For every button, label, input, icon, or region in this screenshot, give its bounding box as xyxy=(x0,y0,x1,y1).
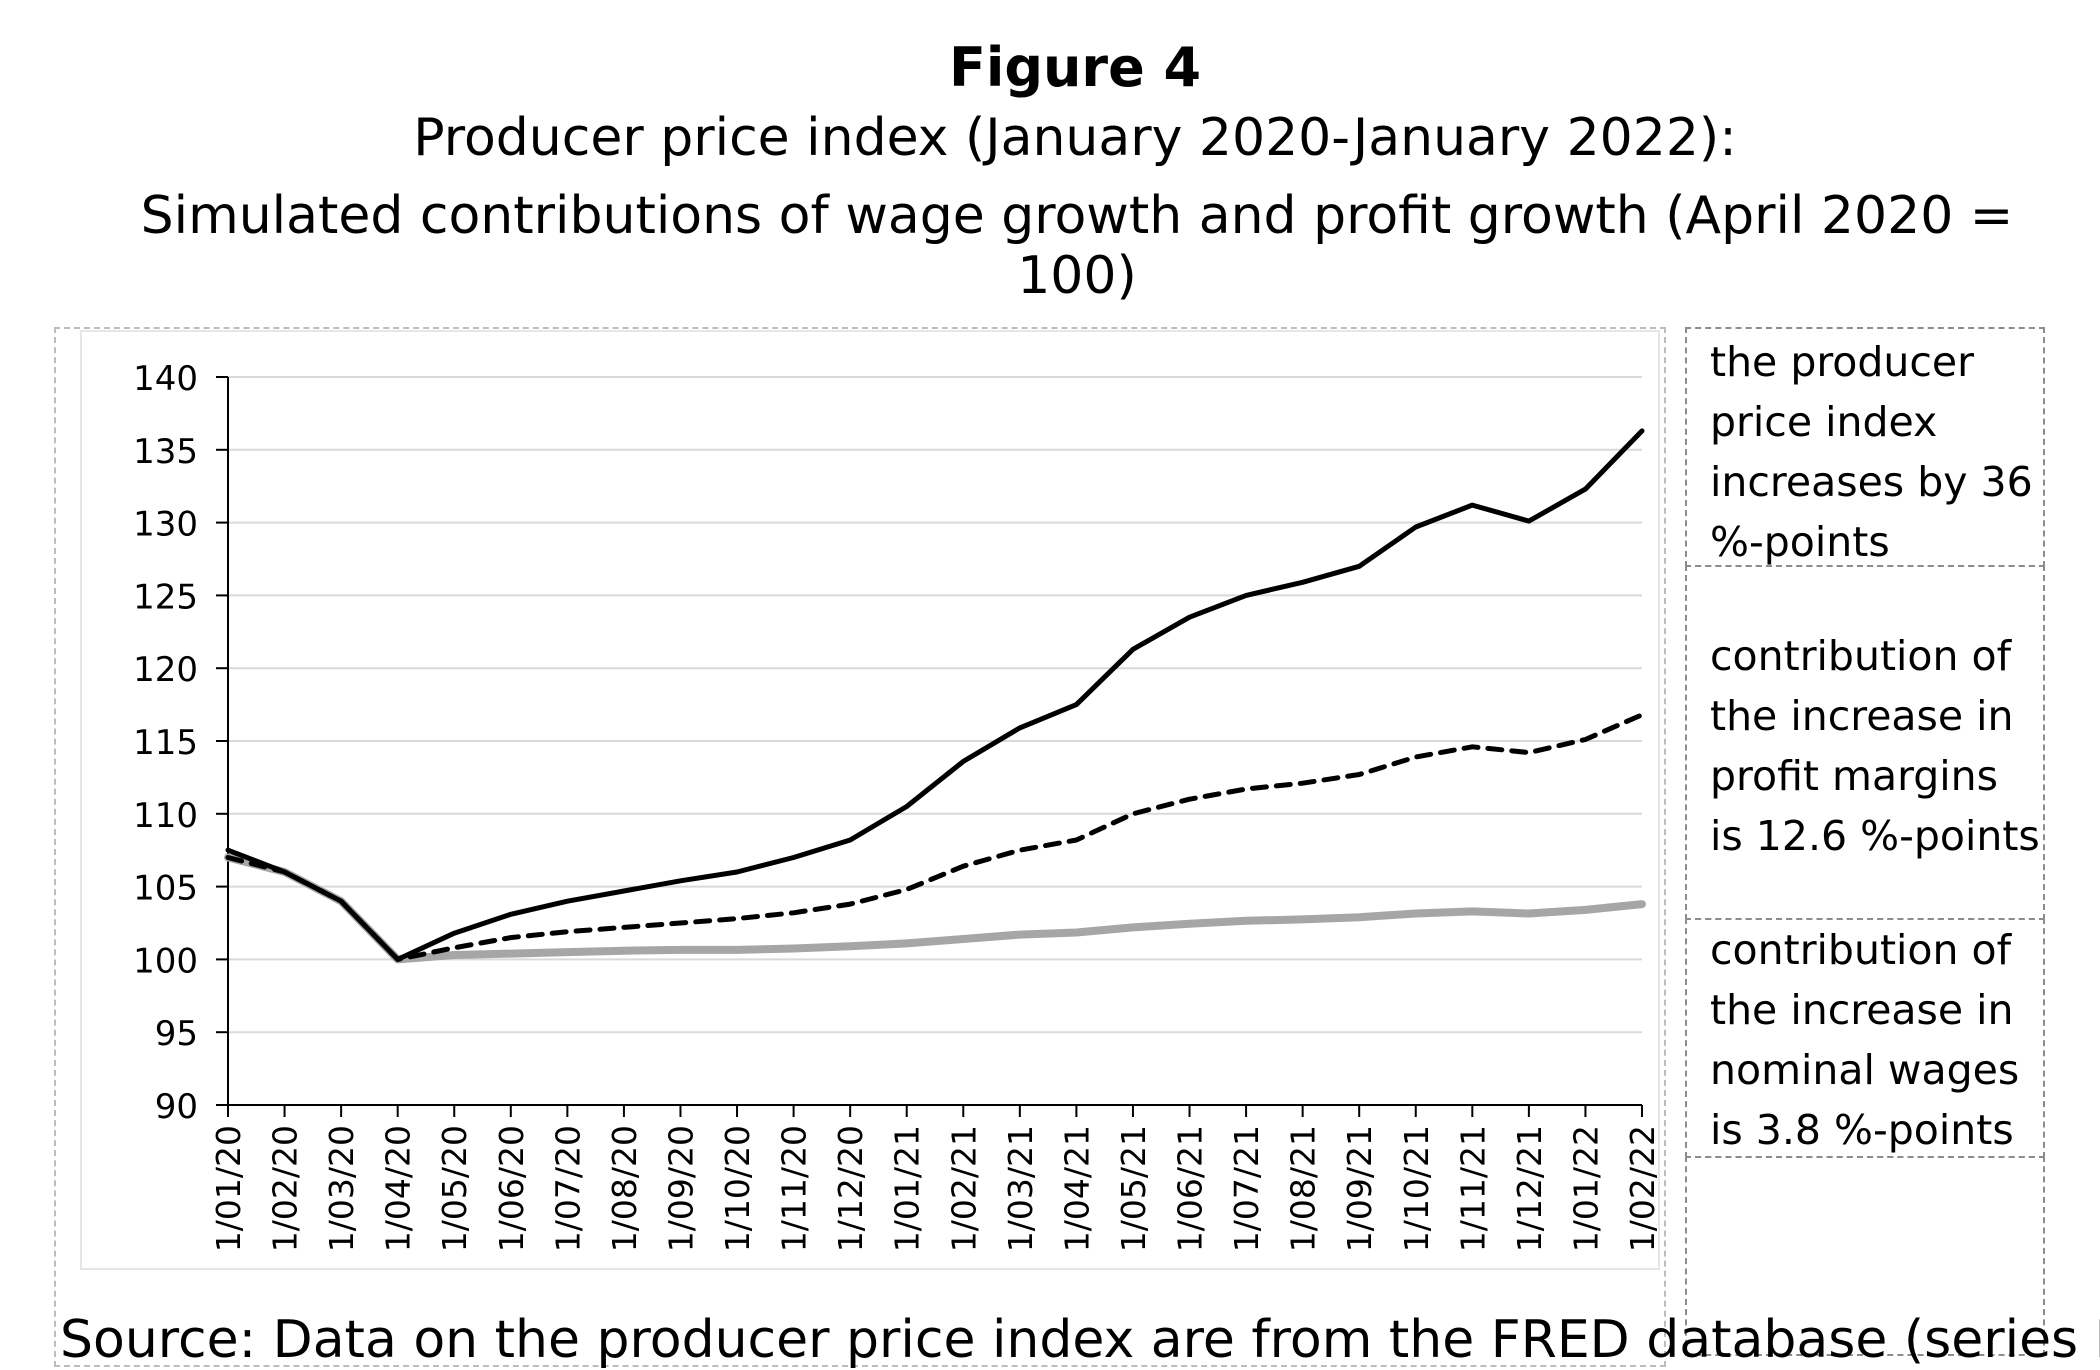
annotation-ppi-line: increases by 36 xyxy=(1710,458,2033,506)
x-tick-label: 1/07/20 xyxy=(548,1125,587,1252)
series-line-profit xyxy=(225,712,1645,962)
x-tick-label: 1/09/21 xyxy=(1340,1125,1379,1252)
x-tick-label: 1/09/20 xyxy=(661,1125,700,1252)
plot-area-frame xyxy=(80,330,1660,1270)
y-tick-label: 125 xyxy=(133,577,198,617)
x-tick-label: 1/11/21 xyxy=(1453,1125,1492,1252)
series-line-wages xyxy=(224,853,1646,964)
x-tick-label: 1/02/22 xyxy=(1623,1125,1662,1252)
annotation-profit-line: contribution of xyxy=(1710,632,2012,680)
x-tick-label: 1/12/20 xyxy=(831,1125,870,1252)
y-tick-label: 90 xyxy=(155,1087,198,1127)
x-tick-label: 1/02/21 xyxy=(944,1125,983,1252)
y-tick-label: 120 xyxy=(133,650,198,690)
x-tick-label: 1/01/21 xyxy=(888,1125,927,1252)
x-tick-label: 1/03/21 xyxy=(1001,1125,1040,1252)
annotation-wages: contribution of the increase in nominal … xyxy=(1710,920,2050,1160)
y-tick-label: 100 xyxy=(133,941,198,981)
figure-title-line1: Producer price index (January 2020-Janua… xyxy=(413,108,1737,168)
annotation-profit: contribution of the increase in profit m… xyxy=(1710,626,2050,866)
annotation-profit-line: the increase in xyxy=(1710,692,2014,740)
x-tick-label: 1/10/21 xyxy=(1397,1125,1436,1252)
source-note: Source: Data on the producer price index… xyxy=(60,1310,2100,1370)
x-tick-label: 1/04/20 xyxy=(379,1125,418,1252)
annotation-ppi: the producer price index increases by 36… xyxy=(1710,332,2050,572)
annotation-profit-line: profit margins xyxy=(1710,752,1998,800)
annotation-wages-line: is 3.8 %-points xyxy=(1710,1106,2014,1154)
x-tick-label: 1/06/20 xyxy=(492,1125,531,1252)
x-tick-label: 1/07/21 xyxy=(1227,1125,1266,1252)
x-tick-label: 1/01/22 xyxy=(1566,1125,1605,1252)
annotation-ppi-line: price index xyxy=(1710,398,1938,446)
y-tick-label: 110 xyxy=(133,796,198,836)
annotation-profit-line: is 12.6 %-points xyxy=(1710,812,2040,860)
x-tick-label: 1/05/21 xyxy=(1114,1125,1153,1252)
x-tick-label: 1/10/20 xyxy=(718,1125,757,1252)
x-tick-label: 1/03/20 xyxy=(322,1125,361,1252)
figure-label: Figure 4 xyxy=(948,36,1202,99)
x-tick-label: 1/05/20 xyxy=(435,1125,474,1252)
line-chart: 90 95 100 105 110 115 120 125 130 135 140 1/01/20 1/… xyxy=(133,359,1662,1252)
x-tick-label: 1/12/21 xyxy=(1510,1125,1549,1252)
annotation-ppi-line: %-points xyxy=(1710,518,1890,566)
x-tick-label: 1/06/21 xyxy=(1171,1125,1210,1252)
x-tick-label: 1/04/21 xyxy=(1057,1125,1096,1252)
annotation-ppi-line: the producer xyxy=(1710,338,1975,386)
annotation-wages-line: the increase in xyxy=(1710,986,2014,1034)
x-tick-label: 1/11/20 xyxy=(775,1125,814,1252)
x-tick-label: 1/08/21 xyxy=(1284,1125,1323,1252)
y-tick-label: 130 xyxy=(133,505,198,545)
y-tick-label: 135 xyxy=(133,432,198,472)
y-tick-label: 140 xyxy=(133,359,198,399)
y-tick-label: 115 xyxy=(133,723,198,763)
x-tick-label: 1/08/20 xyxy=(605,1125,644,1252)
y-tick-label: 95 xyxy=(155,1014,198,1054)
series-line-ppi xyxy=(225,428,1645,962)
y-tick-label: 105 xyxy=(133,869,198,909)
x-tick-label: 1/02/20 xyxy=(266,1125,305,1252)
annotation-wages-line: nominal wages xyxy=(1710,1046,2020,1094)
x-tick-label: 1/01/20 xyxy=(209,1125,248,1252)
annotation-wages-line: contribution of xyxy=(1710,926,2012,974)
figure-title-line2: Simulated contributions of wage growth a… xyxy=(140,186,2014,306)
